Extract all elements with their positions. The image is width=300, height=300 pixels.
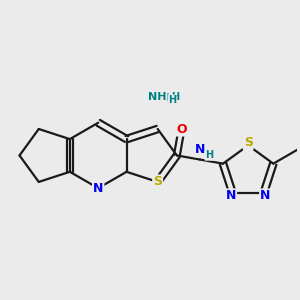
Text: NH: NH — [148, 92, 167, 102]
Text: NH: NH — [151, 93, 169, 103]
Text: N: N — [226, 189, 236, 203]
Text: S: S — [244, 136, 253, 149]
Text: N: N — [260, 189, 271, 203]
Text: N: N — [195, 143, 205, 156]
Text: S: S — [153, 176, 162, 188]
Text: O: O — [176, 122, 187, 136]
Text: H: H — [168, 95, 176, 105]
Text: H: H — [172, 92, 180, 102]
Text: H: H — [205, 150, 213, 160]
Text: N: N — [93, 182, 104, 195]
